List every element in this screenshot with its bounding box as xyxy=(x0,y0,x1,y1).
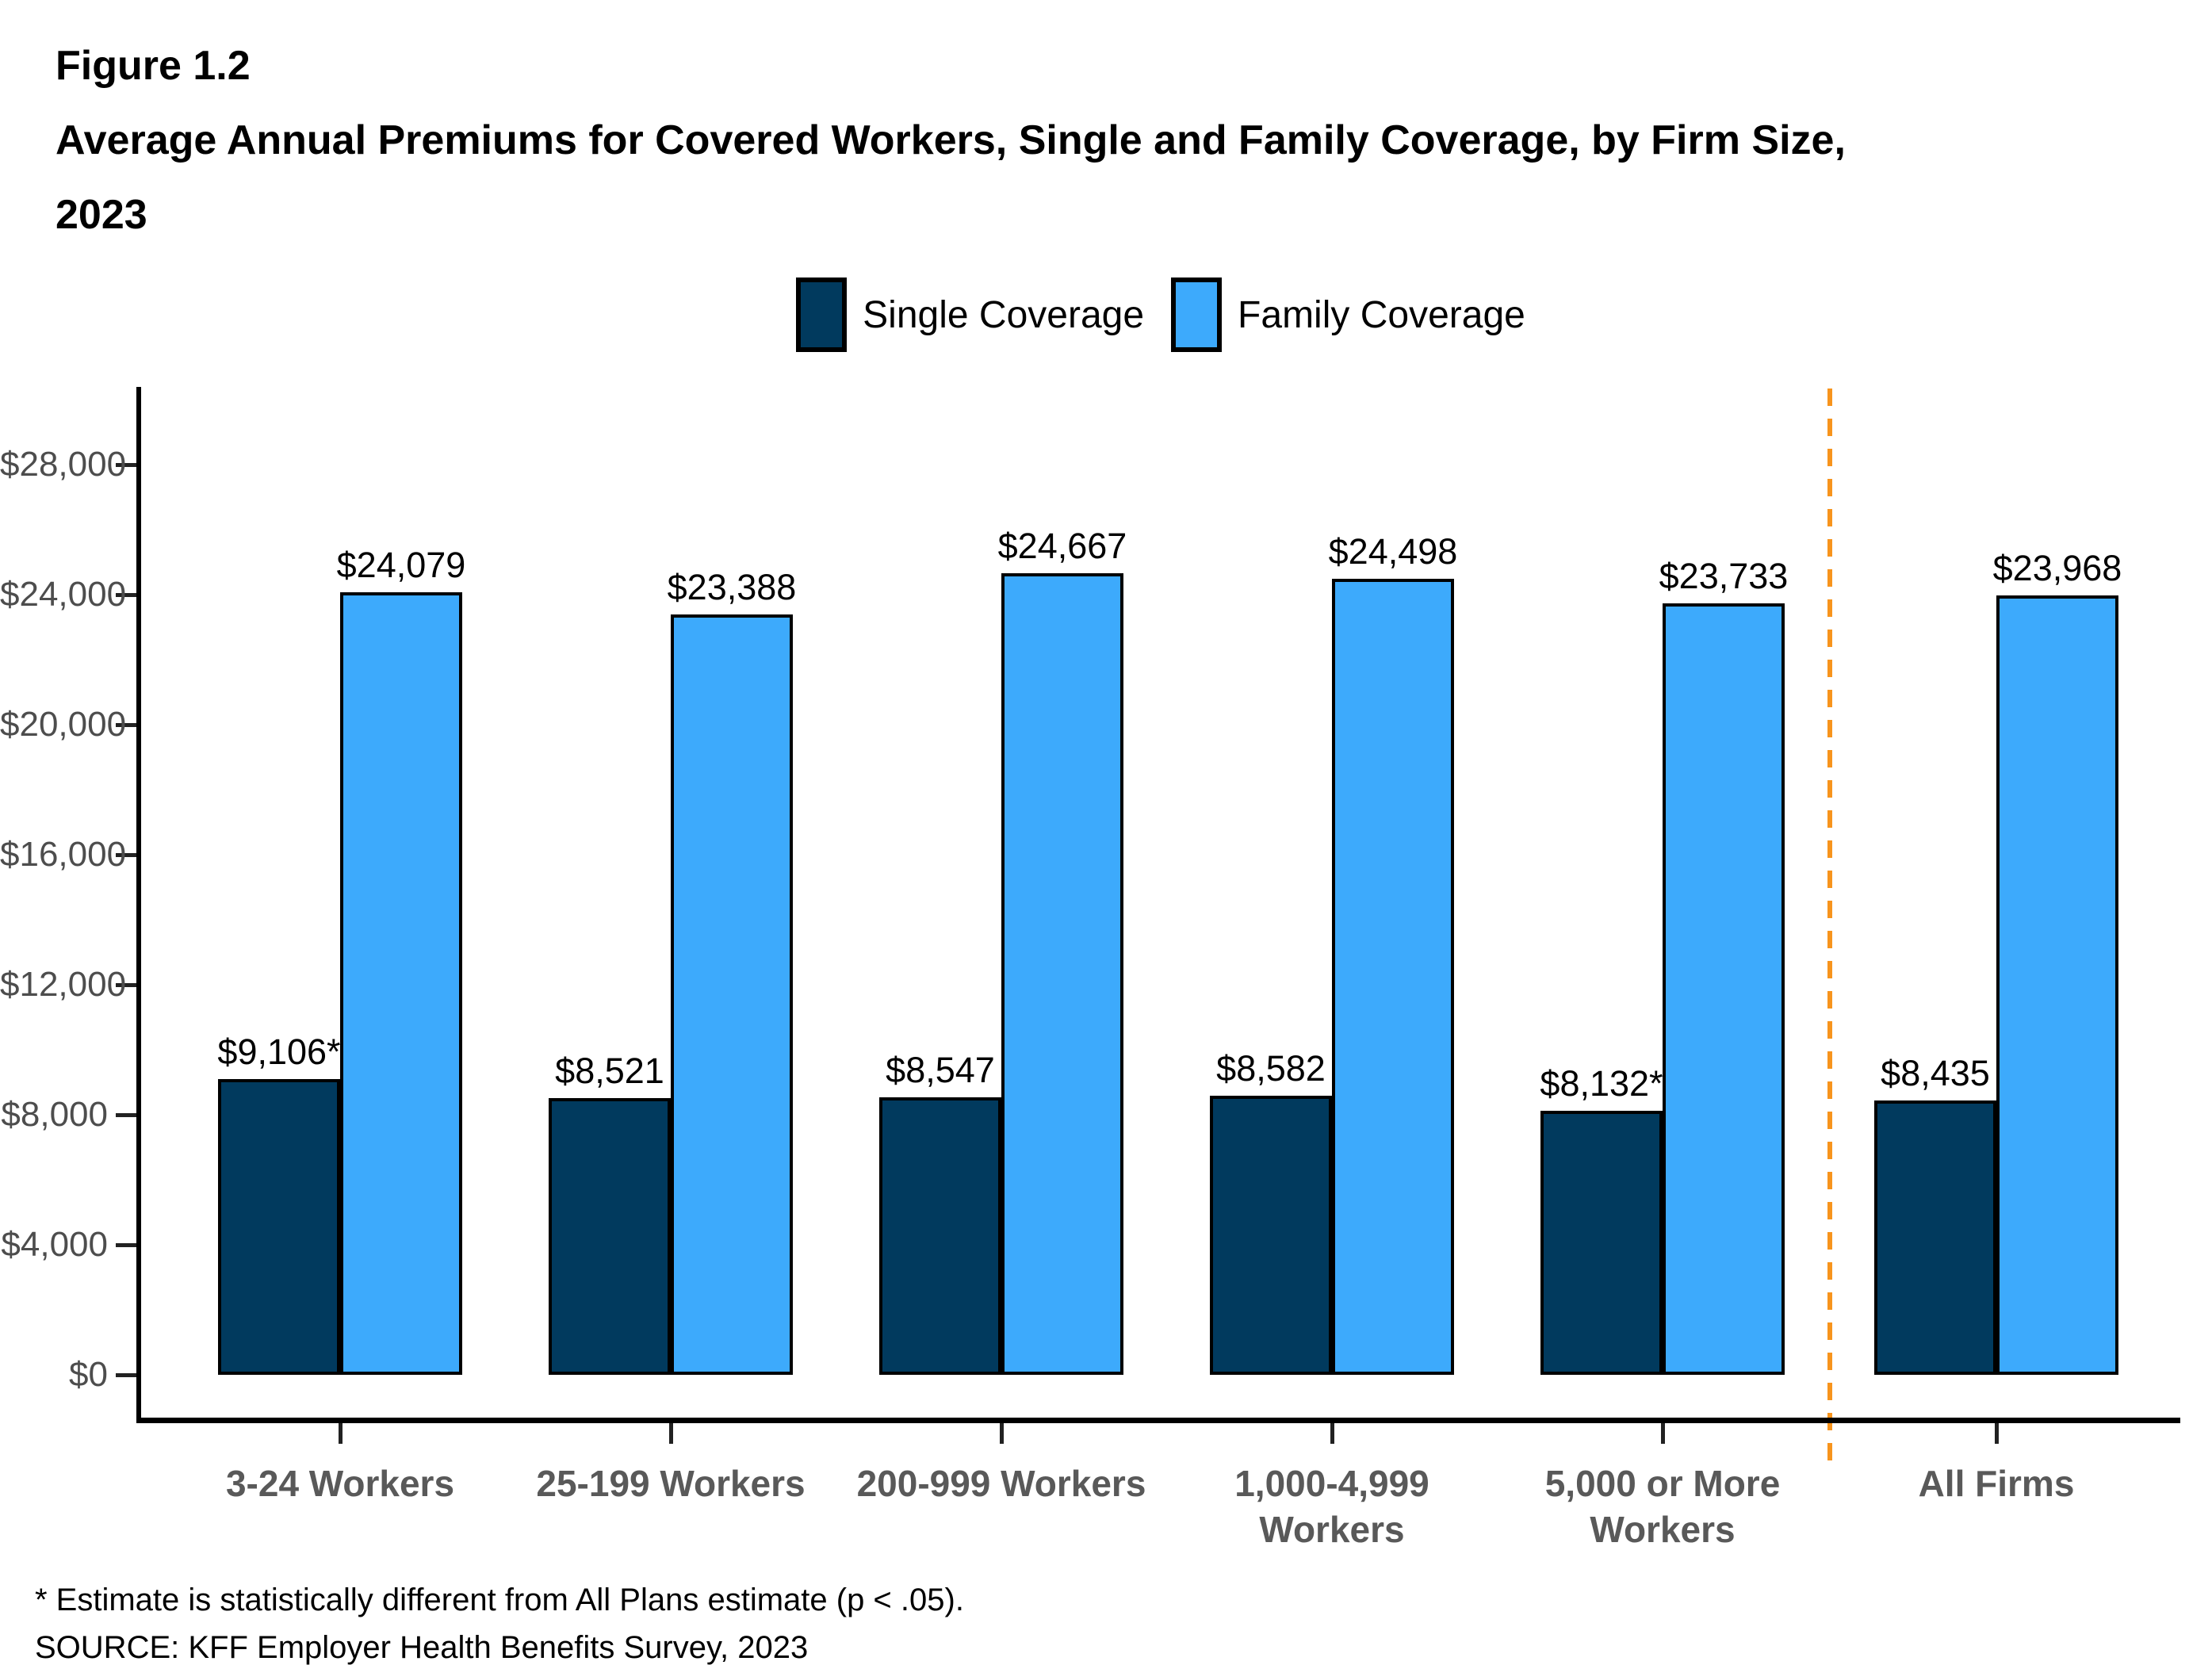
family-coverage-value-label-all-firms: $23,968 xyxy=(1992,548,2122,588)
family-coverage-legend-label: Family Coverage xyxy=(1238,293,1525,336)
y-axis-tick xyxy=(116,1113,136,1117)
single-coverage-bar-200-999-workers xyxy=(879,1097,1001,1375)
family-coverage-bar-200-999-workers xyxy=(1001,573,1123,1375)
legend: Single Coverage Family Coverage xyxy=(139,278,2183,352)
figure-title-line1: Average Annual Premiums for Covered Work… xyxy=(55,117,1846,163)
y-axis-tick-label: $20,000 xyxy=(0,705,127,744)
x-axis-line xyxy=(136,1418,2180,1423)
y-axis-line xyxy=(136,387,141,1423)
legend-item-family-coverage: Family Coverage xyxy=(1171,278,1525,352)
single-coverage-bar-3-24-workers xyxy=(218,1079,340,1375)
x-axis-category-label-line: Workers xyxy=(1590,1509,1736,1550)
family-coverage-bar-25-199-workers xyxy=(671,614,793,1375)
single-coverage-swatch xyxy=(796,278,848,352)
x-axis-category-label-line: Workers xyxy=(1259,1509,1405,1550)
y-axis-tick-label: $8,000 xyxy=(1,1095,108,1134)
x-axis-category-label-line: 3-24 Workers xyxy=(225,1463,455,1504)
x-axis-category-label-line: 1,000-4,999 xyxy=(1234,1463,1429,1504)
single-coverage-value-label-all-firms: $8,435 xyxy=(1881,1053,1990,1093)
footnote-statistical: * Estimate is statistically different fr… xyxy=(35,1583,964,1617)
x-axis-category-label-line: All Firms xyxy=(1918,1463,2075,1504)
y-axis-tick xyxy=(116,853,136,857)
x-axis-category-label-200-999-workers: 200-999 Workers xyxy=(827,1460,1176,1506)
x-axis-category-label-25-199-workers: 25-199 Workers xyxy=(496,1460,845,1506)
family-coverage-value-label-3-24-workers: $24,079 xyxy=(336,545,466,585)
family-coverage-value-label-200-999-workers: $24,667 xyxy=(997,526,1127,566)
family-coverage-value-label-25-199-workers: $23,388 xyxy=(667,567,797,607)
figure-label: Figure 1.2 xyxy=(55,43,251,89)
single-coverage-bar-5-000-or-more-workers xyxy=(1540,1111,1663,1375)
x-axis-category-label-all-firms: All Firms xyxy=(1822,1460,2171,1506)
single-coverage-value-label-200-999-workers: $8,547 xyxy=(886,1050,995,1090)
family-coverage-bar-1-000-4-999-workers xyxy=(1332,579,1454,1375)
single-coverage-bar-25-199-workers xyxy=(549,1098,671,1375)
y-axis-tick xyxy=(116,1243,136,1247)
y-axis-tick-label: $28,000 xyxy=(0,445,127,484)
family-coverage-bar-5-000-or-more-workers xyxy=(1663,603,1785,1375)
y-axis-tick-label: $0 xyxy=(69,1355,108,1394)
y-axis-tick xyxy=(116,723,136,727)
family-coverage-swatch xyxy=(1171,278,1223,352)
y-axis-tick-label: $16,000 xyxy=(0,835,127,874)
single-coverage-value-label-1-000-4-999-workers: $8,582 xyxy=(1216,1048,1326,1089)
y-axis-tick-label: $12,000 xyxy=(0,965,127,1004)
x-axis-category-label-line: 25-199 Workers xyxy=(536,1463,806,1504)
x-axis-tick xyxy=(1661,1423,1665,1444)
legend-item-single-coverage: Single Coverage xyxy=(796,278,1144,352)
single-coverage-legend-label: Single Coverage xyxy=(863,293,1145,336)
x-axis-category-label-line: 200-999 Workers xyxy=(856,1463,1146,1504)
single-coverage-bar-all-firms xyxy=(1874,1100,1996,1375)
all-firms-separator-dashed-line xyxy=(1827,388,1832,1472)
single-coverage-bar-1-000-4-999-workers xyxy=(1210,1096,1332,1375)
y-axis-tick-label: $4,000 xyxy=(1,1225,108,1264)
family-coverage-value-label-1-000-4-999-workers: $24,498 xyxy=(1328,531,1458,572)
x-axis-category-label-line: 5,000 or More xyxy=(1544,1463,1781,1504)
footnote-source: SOURCE: KFF Employer Health Benefits Sur… xyxy=(35,1630,809,1665)
x-axis-tick xyxy=(339,1423,343,1444)
x-axis-tick xyxy=(669,1423,673,1444)
family-coverage-bar-all-firms xyxy=(1996,595,2118,1375)
single-coverage-value-label-3-24-workers: $9,106* xyxy=(217,1032,341,1072)
single-coverage-value-label-25-199-workers: $8,521 xyxy=(555,1051,664,1091)
y-axis-tick xyxy=(116,983,136,987)
y-axis-tick-label: $24,000 xyxy=(0,575,127,614)
y-axis-tick xyxy=(116,1373,136,1377)
single-coverage-value-label-5-000-or-more-workers: $8,132* xyxy=(1540,1063,1663,1104)
family-coverage-value-label-5-000-or-more-workers: $23,733 xyxy=(1659,556,1789,596)
x-axis-tick xyxy=(1995,1423,1999,1444)
x-axis-tick xyxy=(1000,1423,1004,1444)
x-axis-category-label-5-000-or-more-workers: 5,000 or More Workers xyxy=(1488,1460,1837,1552)
footnotes: * Estimate is statistically different fr… xyxy=(35,1576,964,1665)
y-axis-tick xyxy=(116,463,136,467)
x-axis-category-label-3-24-workers: 3-24 Workers xyxy=(166,1460,515,1506)
y-axis-tick xyxy=(116,593,136,597)
x-axis-tick xyxy=(1330,1423,1334,1444)
x-axis-category-label-1-000-4-999-workers: 1,000-4,999 Workers xyxy=(1158,1460,1506,1552)
title-block: Figure 1.2 Average Annual Premiums for C… xyxy=(55,29,1846,252)
figure-title-line2: 2023 xyxy=(55,192,147,238)
family-coverage-bar-3-24-workers xyxy=(340,592,462,1375)
